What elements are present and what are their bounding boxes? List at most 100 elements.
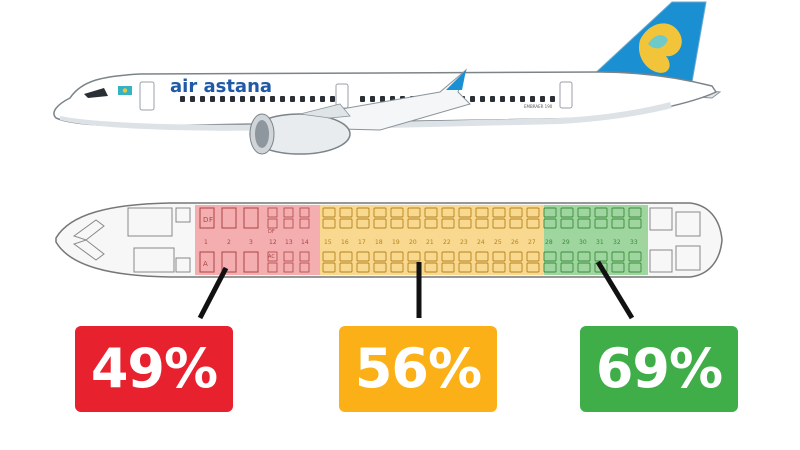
seat bbox=[322, 251, 336, 262]
zone-rear-percentage: 69% bbox=[580, 326, 738, 412]
row-label: 29 bbox=[562, 239, 570, 246]
seat bbox=[577, 218, 591, 229]
seat bbox=[526, 218, 540, 229]
seat bbox=[441, 207, 455, 218]
seat bbox=[577, 207, 591, 218]
window bbox=[240, 96, 245, 102]
window bbox=[490, 96, 495, 102]
seat bbox=[407, 218, 421, 229]
seat bbox=[509, 262, 523, 273]
airline-name: air astana bbox=[170, 76, 272, 97]
seat-label-row-2: 2 bbox=[227, 239, 231, 246]
seat-label-row-3: 3 bbox=[249, 239, 253, 246]
row-label: 16 bbox=[341, 239, 349, 246]
seat bbox=[390, 262, 404, 273]
seat-label-df: DF bbox=[268, 229, 275, 235]
row-label: 19 bbox=[392, 239, 400, 246]
zone-front-percentage: 49% bbox=[75, 326, 233, 412]
model-label: EMBRAER 190 bbox=[524, 104, 553, 109]
business-seats: D F A 1 2 3 12 13 14 DF AC bbox=[199, 207, 310, 273]
engine bbox=[249, 103, 351, 155]
window bbox=[530, 96, 535, 102]
seat bbox=[475, 218, 489, 229]
window bbox=[230, 96, 235, 102]
seat bbox=[509, 218, 523, 229]
window bbox=[270, 96, 275, 102]
seat bbox=[458, 262, 472, 273]
row-label: 26 bbox=[511, 239, 519, 246]
window bbox=[370, 96, 375, 102]
seat bbox=[390, 251, 404, 262]
seat bbox=[526, 251, 540, 262]
seat-label-a: A bbox=[203, 260, 208, 268]
seat bbox=[373, 218, 387, 229]
window bbox=[470, 96, 475, 102]
seat bbox=[356, 207, 370, 218]
seat bbox=[492, 251, 506, 262]
seat bbox=[543, 262, 557, 273]
row-label: 22 bbox=[443, 239, 451, 246]
seat bbox=[322, 262, 336, 273]
seat bbox=[611, 207, 625, 218]
connector-rear bbox=[595, 260, 635, 320]
row-label: 21 bbox=[426, 239, 434, 246]
row-label: 23 bbox=[460, 239, 468, 246]
seat bbox=[424, 251, 438, 262]
seat bbox=[560, 218, 574, 229]
seat bbox=[407, 251, 421, 262]
seat bbox=[526, 207, 540, 218]
seat bbox=[424, 262, 438, 273]
seat bbox=[458, 207, 472, 218]
seat bbox=[543, 207, 557, 218]
row-label: 24 bbox=[477, 239, 485, 246]
window bbox=[500, 96, 505, 102]
seat bbox=[628, 218, 642, 229]
row-label: 25 bbox=[494, 239, 502, 246]
seat bbox=[441, 262, 455, 273]
seat-label-f: F bbox=[209, 216, 213, 224]
seat bbox=[356, 251, 370, 262]
seat bbox=[560, 251, 574, 262]
window bbox=[260, 96, 265, 102]
seat bbox=[628, 207, 642, 218]
window bbox=[290, 96, 295, 102]
seat-map: D F A 1 2 3 12 13 14 DF AC 15 bbox=[55, 202, 723, 320]
economy-row-labels: 15 16 17 18 19 20 21 22 23 24 25 26 27 28 29 30 31 32 33 bbox=[324, 239, 638, 246]
window bbox=[330, 96, 335, 102]
window bbox=[320, 96, 325, 102]
seat bbox=[424, 218, 438, 229]
window bbox=[220, 96, 225, 102]
window bbox=[510, 96, 515, 102]
window bbox=[480, 96, 485, 102]
window bbox=[190, 96, 195, 102]
seat bbox=[441, 218, 455, 229]
seat bbox=[628, 251, 642, 262]
seat bbox=[356, 218, 370, 229]
window bbox=[210, 96, 215, 102]
window bbox=[200, 96, 205, 102]
seat bbox=[492, 262, 506, 273]
row-label: 30 bbox=[579, 239, 587, 246]
seat bbox=[373, 262, 387, 273]
seat bbox=[577, 262, 591, 273]
seat bbox=[458, 251, 472, 262]
row-label: 31 bbox=[596, 239, 604, 246]
seat bbox=[373, 251, 387, 262]
seat bbox=[407, 207, 421, 218]
seat bbox=[356, 262, 370, 273]
zone-middle-percentage: 56% bbox=[339, 326, 497, 412]
seat bbox=[611, 251, 625, 262]
seat bbox=[492, 207, 506, 218]
seat bbox=[441, 251, 455, 262]
window bbox=[300, 96, 305, 102]
row-label: 20 bbox=[409, 239, 417, 246]
row-label: 32 bbox=[613, 239, 621, 246]
seat bbox=[594, 207, 608, 218]
window bbox=[250, 96, 255, 102]
seat bbox=[390, 218, 404, 229]
seat bbox=[339, 251, 353, 262]
seat bbox=[577, 251, 591, 262]
seat bbox=[543, 218, 557, 229]
seat bbox=[339, 218, 353, 229]
